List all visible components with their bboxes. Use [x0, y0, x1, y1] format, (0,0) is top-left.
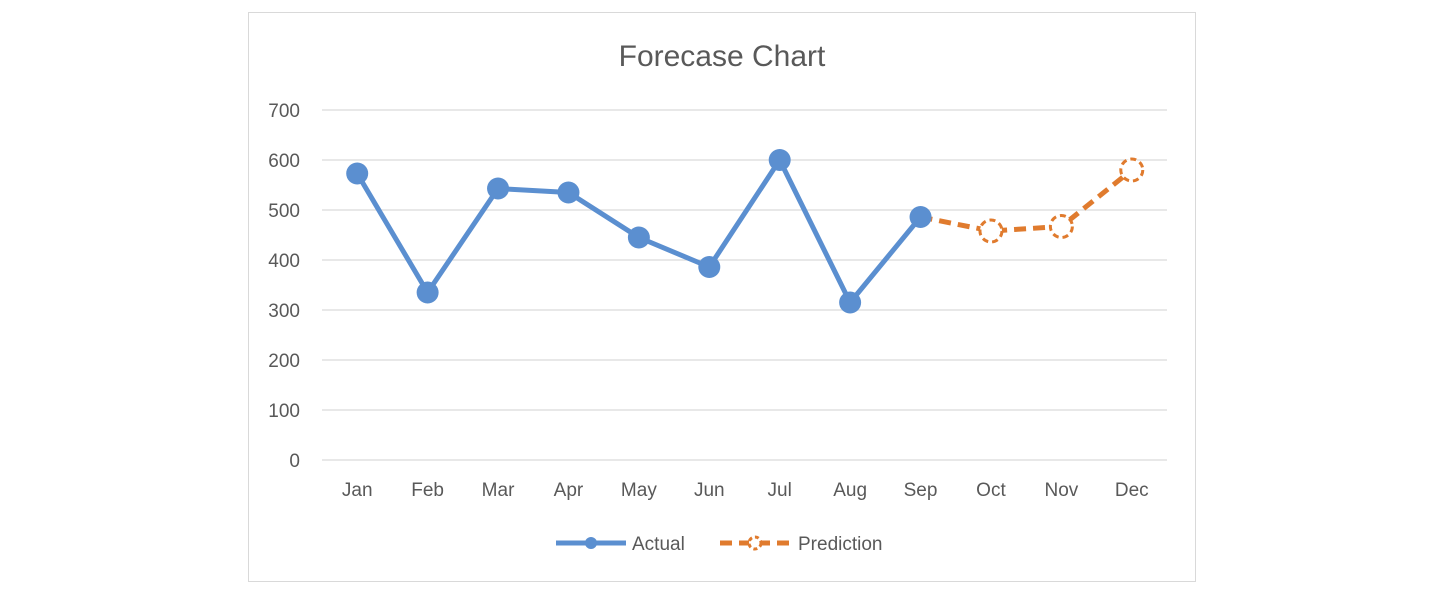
data-point	[346, 162, 369, 185]
x-tick-label: Sep	[904, 480, 938, 501]
legend-item-1: Prediction	[720, 534, 883, 555]
data-point	[1048, 214, 1074, 239]
x-tick-label: Nov	[1044, 480, 1078, 501]
data-point	[909, 206, 932, 228]
data-point	[698, 256, 721, 278]
data-point	[1119, 157, 1145, 183]
x-tick-label: Mar	[482, 480, 515, 501]
data-point	[768, 149, 791, 171]
x-tick-label: Dec	[1115, 480, 1149, 501]
chart-title: Forecase Chart	[619, 40, 826, 73]
data-point	[557, 181, 580, 204]
legend-label: Prediction	[798, 534, 883, 555]
legend: Actual Prediction	[556, 534, 883, 555]
y-tick-label: 600	[268, 151, 300, 172]
x-tick-label: Jun	[694, 480, 725, 501]
data-point	[487, 177, 510, 200]
x-tick-label: Apr	[554, 480, 584, 501]
legend-swatch-marker	[747, 535, 763, 551]
x-tick-label: Aug	[833, 480, 867, 501]
x-tick-label: Feb	[411, 480, 444, 501]
gridlines	[322, 109, 1167, 461]
legend-item-0: Actual	[556, 534, 685, 555]
y-axis-ticks: 0 100 200 300 400 500 600 700	[268, 101, 300, 472]
x-tick-label: Jul	[768, 480, 792, 501]
legend-label: Actual	[632, 534, 685, 555]
x-axis-ticks: Jan Feb Mar Apr May Jun Jul Aug Sep Oct Nov Dec	[342, 480, 1149, 501]
data-point	[627, 226, 650, 249]
data-point	[978, 218, 1004, 244]
data-point	[839, 291, 862, 314]
data-point	[416, 281, 439, 304]
x-tick-label: May	[621, 480, 657, 501]
x-tick-label: Oct	[976, 480, 1006, 501]
series-line-1	[920, 168, 1134, 234]
y-tick-label: 700	[268, 101, 300, 122]
series-lines	[354, 157, 1134, 305]
x-tick-label: Jan	[342, 480, 373, 501]
legend-swatch-marker	[585, 537, 597, 549]
y-tick-label: 100	[268, 401, 300, 422]
chart-frame	[248, 12, 1196, 582]
y-tick-label: 200	[268, 351, 300, 372]
y-tick-label: 0	[289, 451, 300, 472]
y-tick-label: 400	[268, 251, 300, 272]
series-markers	[346, 149, 1145, 314]
y-tick-label: 300	[268, 301, 300, 322]
y-tick-label: 500	[268, 201, 300, 222]
